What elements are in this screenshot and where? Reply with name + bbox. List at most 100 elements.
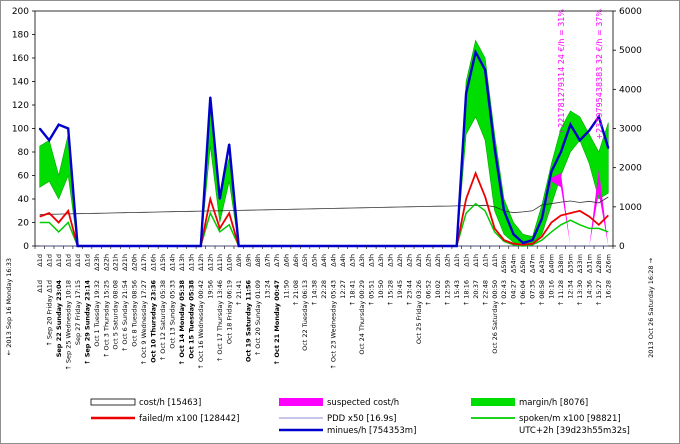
left-tick-label: 120 [12,101,29,111]
minutes-point [332,245,335,247]
minutes-point [351,245,354,247]
x-date-label: ↑ 08:58 [538,280,546,306]
x-date-label: Oct 19 Saturday 11:56 [244,280,252,363]
legend-label: failed/m x100 [128442] [139,414,239,424]
minutes-point [342,245,344,247]
legend-swatch-box [90,398,136,406]
x-interval-label: Δ13h [178,254,186,271]
minutes-point [266,245,268,247]
x-date-label: Δ1d [36,280,44,293]
legend-item: cost/h [15463] [90,398,201,408]
minutes-point [389,245,392,247]
minutes-point [304,245,306,247]
x-date-label: 07:35 [529,280,537,299]
x-date-label: Sep 22 Sunday 23:04 [55,280,63,358]
x-date-label: Oct 8 Tuesday 08:56 [131,280,139,347]
x-date-label: ↑ 21:41 [235,280,243,306]
minutes-point [465,92,467,95]
x-interval-label: Δ33m [576,254,584,273]
x-interval-label: Δ16h [150,254,158,271]
minutes-point [57,123,60,126]
left-tick-label: 200 [12,7,29,17]
minutes-point [275,245,278,247]
minutes-point [541,217,543,220]
x-interval-label: Δ6h [282,254,290,267]
left-tick-label: 80 [18,148,30,158]
legend-label: cost/h [15463] [139,398,201,408]
x-date-label: ↑ 06:04 [519,280,527,306]
legend-item: margin/h [8076] [471,398,588,408]
x-interval-label: Δ7h [273,254,281,267]
x-interval-label: Δ1d [74,254,82,267]
x-date-label: Oct 25 Friday 03:26 [415,280,423,344]
x-date-label: 20:37 [472,280,480,299]
x-date-label: ↑ Sep 20 Friday Δ1d [45,280,53,347]
x-interval-label: Δ35m [567,254,575,273]
minutes-point [86,245,88,247]
minutes-point [408,245,411,247]
minutes-point [209,96,212,98]
right-tick-label: 5000 [619,46,642,56]
x-date-label: 11:50 [282,280,290,299]
minutes-point [247,245,249,247]
legend-label: PDD x50 [16.9s] [327,414,396,424]
x-date-label: 10:50 [377,280,385,299]
minutes-point [171,245,174,247]
x-interval-label: Δ1d [45,254,53,267]
left-tick-label: 60 [18,172,30,182]
legend-item: PDD x50 [16.9s] [279,414,396,424]
x-interval-label: Δ10h [225,254,233,271]
right-tick-label: 6000 [619,7,642,17]
minutes-point [181,245,183,247]
minutes-point [503,209,505,212]
minutes-point [294,245,297,247]
minutes-point [95,245,98,247]
x-date-label: 12:27 [339,280,347,299]
minutes-point [380,245,382,247]
chart-marks [38,39,610,248]
x-date-label: 19:45 [396,280,404,299]
minutes-point [455,245,458,247]
annotation-label: +221781279314 24 €/h = 31% [557,9,566,135]
x-date-label: ↑ Oct 16 Wednesday 00:42 [197,280,205,370]
minutes-point [512,233,515,236]
plot-border [34,10,614,247]
x-start-label: ← 2013 Sep 16 Monday 16:33 [5,258,13,355]
minutes-point [162,245,164,247]
minutes-point [143,245,145,247]
x-interval-label: Δ54m [510,254,518,273]
x-date-label: 22:28 [320,280,328,299]
x-interval-label: Δ1h [472,254,480,267]
right-tick-label: 2000 [619,164,642,174]
x-interval-label: Δ14h [169,254,177,271]
minutes-point [124,245,126,247]
x-date-label: ↑ 13:30 [576,280,584,306]
x-date-label: Oct 10 Thursday 23:36 [150,280,158,363]
legend-item: failed/m x100 [128442] [91,414,239,424]
x-interval-label: Δ13h [188,254,196,271]
minutes-point [531,239,534,241]
x-interval-label: Δ12h [207,254,215,271]
x-date-label: 19:56 [207,280,215,299]
minutes-point [560,151,562,153]
annotation-label: +2379795438383 32 €/h = 37% [595,9,604,140]
right-tick-label: 3000 [619,125,642,135]
minutes-point [522,242,524,244]
minutes-point [228,143,231,145]
x-date-label: ↑ Oct 9 Wednesday 17:27 [140,280,148,365]
x-interval-label: Δ3h [387,254,395,267]
x-axis-labels: Δ1d Δ1d Δ1d Δ1d Δ1d Δ1d Δ23h Δ22h Δ21h Δ21h Δ20h Δ1… [5,254,655,371]
minutes-point [399,245,401,247]
minutes-point [323,245,325,247]
x-interval-label: Δ17h [140,254,148,271]
x-interval-label: Δ2h [443,254,451,267]
x-date-label: ↑ 15:28 [387,280,395,306]
minutes-point [237,245,240,247]
x-interval-label: Δ5h [311,254,319,267]
x-interval-label: Δ21h [112,254,120,271]
minutes-point [133,245,136,247]
x-interval-label: Δ1d [55,254,63,267]
minutes-point [588,129,591,132]
x-date-label: 10:16 [548,280,556,299]
x-interval-label: Δ2h [415,254,423,267]
